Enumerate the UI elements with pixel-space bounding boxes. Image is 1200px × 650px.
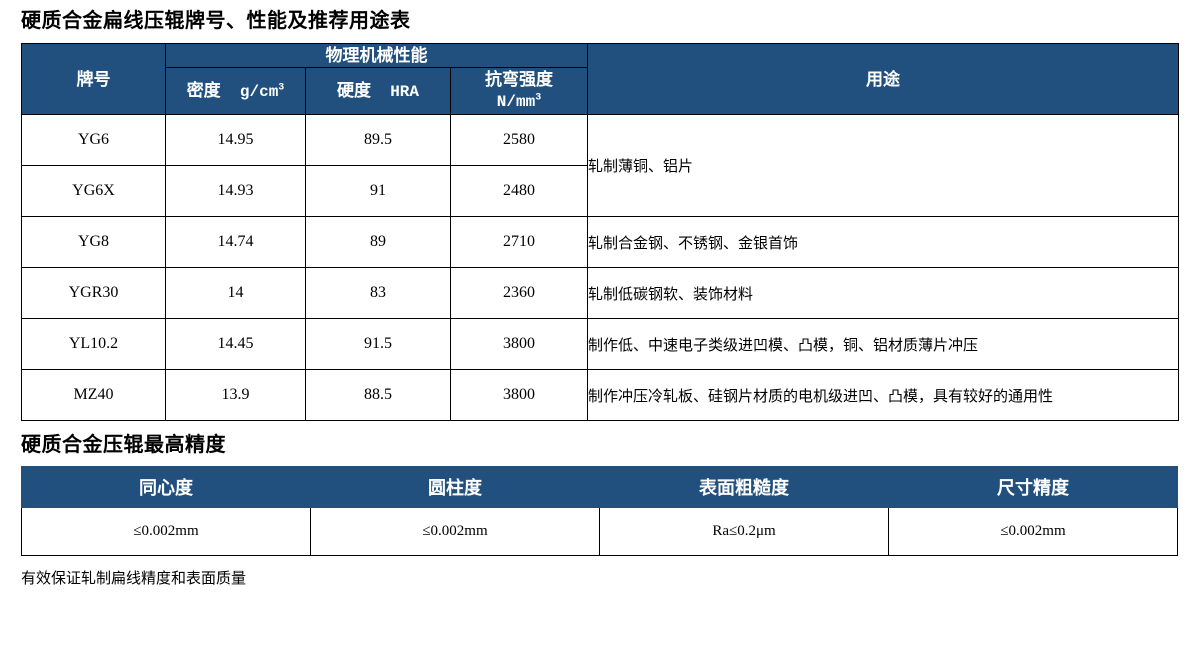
- cell-grade: YL10.2: [21, 318, 166, 370]
- cell-density: 14.95: [165, 114, 306, 166]
- cell-bending: 3800: [449, 318, 589, 370]
- precision-table-body: ≤0.002mm ≤0.002mm Ra≤0.2μm ≤0.002mm: [21, 507, 1178, 556]
- table-row: YG6X 14.93 91 2480: [21, 165, 1179, 217]
- header-group-physical-properties: 物理机械性能: [164, 43, 589, 68]
- cell-grade: MZ40: [21, 369, 166, 421]
- table-body: YG6 14.95 89.5 2580 轧制薄铜、铝片 YG6X 14.93 9…: [21, 114, 1180, 421]
- table-header: 牌号 物理机械性能 用途 密度 g/cm3 硬度 HRA 抗弯强度 N/mm3: [21, 43, 1180, 115]
- table-row: MZ40 13.9 88.5 3800 制作冲压冷轧板、硅钢片材质的电机级进凹、…: [21, 369, 1180, 421]
- table-row: YG6 14.95 89.5 2580 轧制薄铜、铝片: [21, 114, 1180, 217]
- table-row: YL10.2 14.45 91.5 3800 制作低、中速电子类级进凹模、凸模，…: [21, 318, 1180, 370]
- header-bending-unit: N/mm3: [451, 91, 587, 114]
- cell-hardness: 88.5: [305, 369, 451, 421]
- header-row-top: 牌号 物理机械性能 用途: [21, 43, 1180, 115]
- cell-usage: 轧制薄铜、铝片: [587, 114, 1180, 217]
- header-surface-roughness: 表面粗糙度: [599, 466, 889, 508]
- cell-surface-roughness-value: Ra≤0.2μm: [599, 507, 889, 556]
- cell-grade: YGR30: [21, 267, 166, 319]
- header-grade: 牌号: [21, 43, 166, 115]
- header-row-sub: 密度 g/cm3 硬度 HRA 抗弯强度 N/mm3: [22, 67, 1179, 115]
- precision-table: 同心度 圆柱度 表面粗糙度 尺寸精度 ≤0.002mm ≤0.002mm Ra≤…: [21, 466, 1178, 556]
- cell-density: 13.9: [165, 369, 306, 421]
- cell-density: 14.74: [165, 216, 306, 268]
- table-row: YGR30 14 83 2360 轧制低碳钢软、装饰材料: [21, 267, 1180, 319]
- footnote-text: 有效保证轧制扁线精度和表面质量: [21, 570, 247, 587]
- header-hardness-unit: HRA: [371, 83, 419, 101]
- page-title-precision-table: 硬质合金压辊最高精度: [21, 434, 226, 456]
- header-row: 同心度 圆柱度 表面粗糙度 尺寸精度: [21, 466, 1178, 508]
- cell-bending: 2360: [449, 267, 589, 319]
- cell-usage: 轧制合金钢、不锈钢、金银首饰: [587, 216, 1180, 268]
- cell-usage: 制作低、中速电子类级进凹模、凸模，铜、铝材质薄片冲压: [587, 318, 1180, 370]
- header-density-unit: g/cm3: [221, 82, 285, 101]
- cell-bending: 2480: [449, 165, 589, 217]
- header-bending-label: 抗弯强度: [485, 70, 553, 89]
- table-row: YG8 14.74 89 2710 轧制合金钢、不锈钢、金银首饰: [21, 216, 1180, 268]
- grades-performance-table: 牌号 物理机械性能 用途 密度 g/cm3 硬度 HRA 抗弯强度 N/mm3 …: [21, 43, 1180, 421]
- header-dimensional-accuracy: 尺寸精度: [888, 466, 1178, 508]
- cell-bending: 2580: [449, 114, 589, 166]
- cell-grade: YG8: [21, 216, 166, 268]
- header-density-unit-sup: 3: [278, 82, 285, 94]
- cell-cylindricity-value: ≤0.002mm: [310, 507, 600, 556]
- cell-hardness: 89.5: [305, 114, 451, 166]
- header-bending-unit-text: N/mm: [496, 93, 536, 111]
- page-title-grades-table: 硬质合金扁线压辊牌号、性能及推荐用途表: [21, 10, 411, 32]
- cell-hardness: 89: [305, 216, 451, 268]
- header-density-label: 密度: [186, 80, 221, 100]
- cell-concentricity-value: ≤0.002mm: [21, 507, 311, 556]
- cell-density: 14: [165, 267, 306, 319]
- cell-hardness: 83: [305, 267, 451, 319]
- cell-usage: 轧制低碳钢软、装饰材料: [587, 267, 1180, 319]
- header-hardness-unit-text: HRA: [390, 82, 419, 101]
- cell-density: 14.93: [165, 165, 306, 217]
- header-concentricity: 同心度: [21, 466, 311, 508]
- cell-bending: 3800: [449, 369, 589, 421]
- cell-grade: YG6: [21, 114, 166, 166]
- cell-hardness: 91: [305, 165, 451, 217]
- cell-usage: 制作冲压冷轧板、硅钢片材质的电机级进凹、凸模，具有较好的通用性: [587, 369, 1180, 421]
- header-bending-unit-sup: 3: [535, 92, 542, 104]
- cell-density: 14.45: [165, 318, 306, 370]
- precision-table-header: 同心度 圆柱度 表面粗糙度 尺寸精度: [21, 466, 1178, 508]
- cell-bending: 2710: [449, 216, 589, 268]
- cell-hardness: 91.5: [305, 318, 451, 370]
- cell-dimensional-accuracy-value: ≤0.002mm: [888, 507, 1178, 556]
- header-cylindricity: 圆柱度: [310, 466, 600, 508]
- header-density-unit-text: g/cm: [239, 82, 279, 101]
- header-bending-strength: 抗弯强度 N/mm3: [449, 67, 589, 115]
- cell-grade: YG6X: [21, 165, 166, 217]
- header-usage: 用途: [587, 43, 1180, 115]
- table-row: ≤0.002mm ≤0.002mm Ra≤0.2μm ≤0.002mm: [21, 507, 1178, 556]
- header-density: 密度 g/cm3: [165, 67, 306, 115]
- header-hardness: 硬度 HRA: [305, 67, 451, 115]
- header-hardness-label: 硬度: [336, 80, 371, 100]
